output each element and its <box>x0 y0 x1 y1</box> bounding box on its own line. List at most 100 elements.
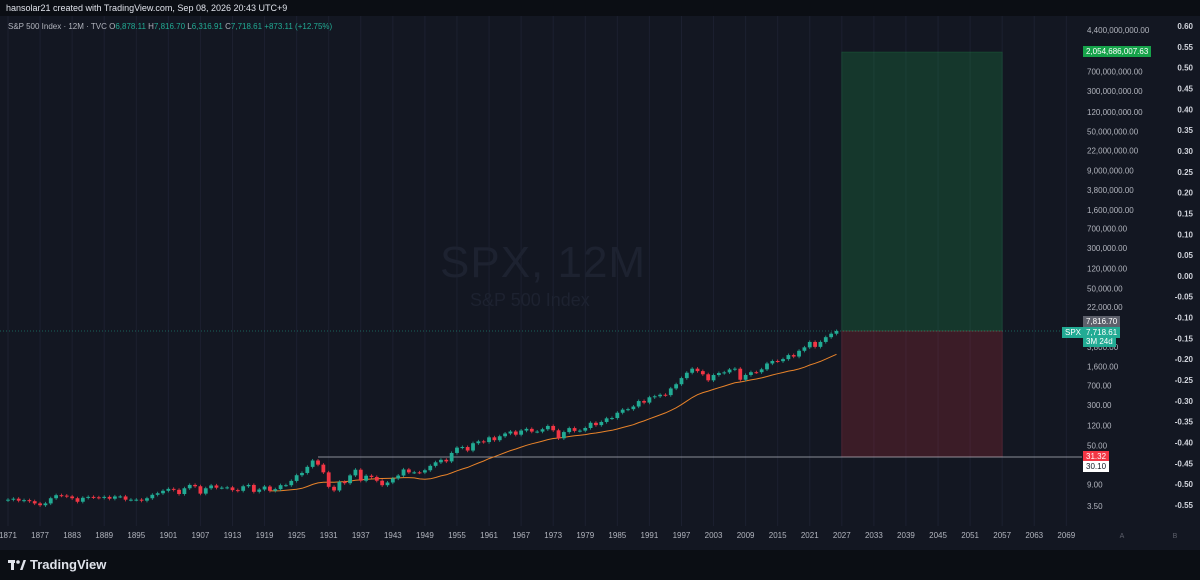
candle-body <box>455 447 459 453</box>
candle-body <box>70 496 75 499</box>
legend-open-label: O <box>109 22 116 31</box>
candle-body <box>428 465 433 471</box>
legend-open: 6,878.11 <box>115 22 146 31</box>
tradingview-logo[interactable]: TradingView <box>8 557 106 572</box>
percent-tick-label: -0.20 <box>1175 355 1194 364</box>
candle-body <box>225 487 230 489</box>
candle-body <box>695 368 700 372</box>
chart-credit-bar: hansolar21 created with TradingView.com,… <box>0 0 1200 16</box>
candle-body <box>374 476 379 481</box>
percent-tick-label: 0.00 <box>1177 272 1193 281</box>
time-tick-label: 2057 <box>993 531 1011 540</box>
candle-body <box>353 469 358 476</box>
candle-body <box>161 490 165 494</box>
time-tick-label: 1985 <box>608 531 626 540</box>
percent-tick-label: -0.50 <box>1175 480 1194 489</box>
candle-body <box>230 487 235 491</box>
candle-body <box>251 484 256 492</box>
candle-body <box>519 430 524 435</box>
candle-body <box>738 368 743 380</box>
candle-body <box>572 428 577 431</box>
time-tick-label: 2009 <box>737 531 755 540</box>
legend-high-label: H <box>148 22 154 31</box>
candle-body <box>460 447 465 449</box>
price-tick-label: 120.00 <box>1087 422 1112 431</box>
percent-tick-label: 0.05 <box>1177 251 1193 260</box>
candle-body <box>684 372 689 379</box>
percent-tick-label: 0.10 <box>1177 230 1193 239</box>
percent-tick-label: 0.25 <box>1177 168 1193 177</box>
candle-body <box>86 496 91 498</box>
candle-body <box>22 500 26 502</box>
candle-body <box>449 452 454 462</box>
price-tick-label: 700,000,000.00 <box>1087 68 1143 77</box>
candle-body <box>166 488 171 491</box>
legend-low: 6,316.91 <box>191 22 223 31</box>
candle-body <box>273 489 278 491</box>
price-tick-label: 50.00 <box>1087 441 1108 450</box>
percent-tick-label: -0.35 <box>1175 418 1194 427</box>
price-chart[interactable]: 1871 1877 1883 1889 1895 1901 1907 1913 1919 1925… <box>0 16 1200 550</box>
candle-body <box>342 481 347 484</box>
candle-body <box>492 437 497 441</box>
candle-body <box>583 427 588 431</box>
percent-tick-label: -0.25 <box>1175 376 1194 385</box>
candle-body <box>198 486 203 494</box>
legend-low-label: L <box>187 22 192 31</box>
candle-body <box>775 361 780 363</box>
price-tick-label: 1,600.00 <box>1087 363 1119 372</box>
candle-body <box>6 499 10 501</box>
time-tick-label: 1925 <box>288 531 306 540</box>
chart-area[interactable]: 1871 1877 1883 1889 1895 1901 1907 1913 1919 1925… <box>0 16 1200 550</box>
time-tick-label: 1931 <box>320 531 338 540</box>
candle-body <box>487 437 491 443</box>
candle-body <box>471 443 475 451</box>
percent-tick-label: 0.45 <box>1177 84 1193 93</box>
candle-body <box>540 429 545 432</box>
candle-body <box>348 475 352 484</box>
candle-body <box>588 422 593 428</box>
candle-body <box>332 486 336 491</box>
percent-tick-label: -0.30 <box>1175 397 1194 406</box>
candle-body <box>642 401 646 403</box>
candle-body <box>412 472 417 474</box>
candle-body <box>32 501 37 504</box>
candle-body <box>182 488 187 495</box>
last-price-tag: 7,718.61 <box>1083 327 1121 338</box>
price-tick-label: 3.50 <box>1087 502 1103 511</box>
candle-body <box>636 401 641 407</box>
candle-body <box>75 498 80 502</box>
time-tick-label: 1919 <box>256 531 274 540</box>
price-tick-label: 9.00 <box>1087 480 1103 489</box>
candle-body <box>284 485 288 487</box>
candle-body <box>652 396 657 398</box>
candle-body <box>203 488 208 494</box>
candle-body <box>321 464 326 473</box>
candle-body <box>64 495 69 497</box>
price-tick-label: 700.00 <box>1087 382 1112 391</box>
target-price-tag: 2,054,686,007.63 <box>1083 46 1152 57</box>
time-tick-label: 2069 <box>1057 531 1075 540</box>
time-tick-label: 2003 <box>705 531 723 540</box>
candle-body <box>631 406 636 410</box>
time-tick-label: 2045 <box>929 531 947 540</box>
candle-body <box>578 430 582 432</box>
candle-body <box>743 374 748 380</box>
candle-body <box>797 350 801 357</box>
candle-body <box>786 355 791 360</box>
candle-body <box>802 347 807 351</box>
candle-body <box>134 499 139 501</box>
candle-body <box>423 470 427 473</box>
price-tick-label: 120,000.00 <box>1087 265 1128 274</box>
candle-body <box>749 372 753 375</box>
candle-body <box>700 371 705 375</box>
candle-body <box>829 333 834 338</box>
candle-body <box>43 503 48 506</box>
candle-body <box>145 498 149 501</box>
symbol-tag: SPX <box>1062 327 1085 338</box>
bar-countdown-tag: 3M 24d <box>1083 336 1116 347</box>
stop-price-tag: 31.32 <box>1083 451 1110 462</box>
candle-body <box>364 475 369 481</box>
entry-price-tag: 30.10 <box>1083 461 1110 472</box>
price-tick-label: 300,000,000.00 <box>1087 87 1143 96</box>
